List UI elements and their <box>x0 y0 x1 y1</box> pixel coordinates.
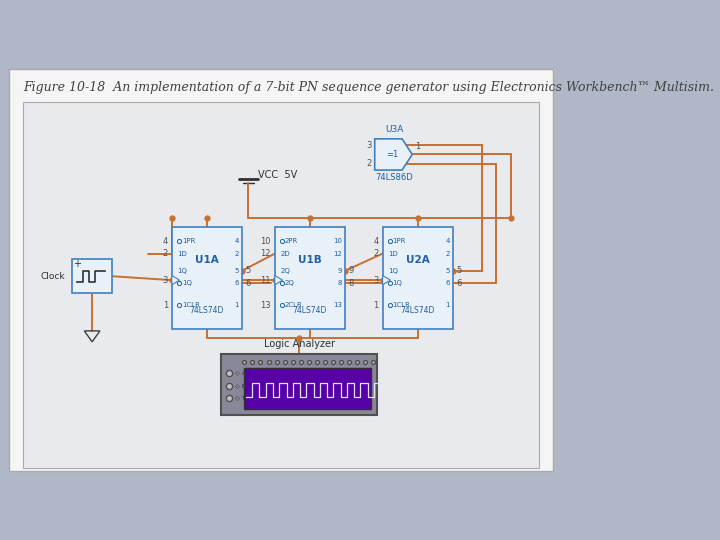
Text: 8: 8 <box>348 279 354 288</box>
Text: 5: 5 <box>245 266 251 275</box>
Polygon shape <box>275 275 283 285</box>
Polygon shape <box>374 139 413 170</box>
Text: ◇ T: ◇ T <box>235 395 246 401</box>
Text: 3: 3 <box>366 140 372 150</box>
Text: 1Q: 1Q <box>392 280 402 286</box>
Text: 2: 2 <box>445 251 450 256</box>
Text: Figure 10-18  An implementation of a 7-bit PN sequence generator using Electroni: Figure 10-18 An implementation of a 7-bi… <box>24 81 714 94</box>
Text: U2A: U2A <box>406 254 430 265</box>
Text: 1Q: 1Q <box>177 268 187 274</box>
Text: 6: 6 <box>245 279 251 288</box>
Bar <box>382 227 453 328</box>
Text: 1Q: 1Q <box>388 268 398 274</box>
Text: 1: 1 <box>374 301 379 309</box>
Text: 2: 2 <box>374 249 379 258</box>
Text: 13: 13 <box>333 302 342 308</box>
Text: 6: 6 <box>456 279 462 288</box>
Text: 4: 4 <box>235 238 239 244</box>
Text: 1CLR: 1CLR <box>392 302 410 308</box>
Text: U1B: U1B <box>298 254 322 265</box>
Text: ◇ B: ◇ B <box>235 383 246 388</box>
Text: 1PR: 1PR <box>182 238 195 244</box>
Bar <box>72 259 112 293</box>
Text: 3: 3 <box>373 275 379 285</box>
Text: 12: 12 <box>261 249 271 258</box>
Text: VCC  5V: VCC 5V <box>258 170 297 180</box>
Bar <box>172 227 242 328</box>
Bar <box>244 368 371 409</box>
Text: 4: 4 <box>445 238 450 244</box>
Text: 1CLR: 1CLR <box>182 302 199 308</box>
Text: 3: 3 <box>163 275 168 285</box>
Text: ◇ A: ◇ A <box>235 370 246 375</box>
Text: 2Q: 2Q <box>280 268 290 274</box>
Text: 1: 1 <box>415 142 420 151</box>
Text: 4: 4 <box>163 237 168 246</box>
Text: 1D: 1D <box>388 251 397 256</box>
Text: Clock: Clock <box>41 272 66 281</box>
Text: 74LS86D: 74LS86D <box>375 173 413 183</box>
Text: 1Q: 1Q <box>182 280 192 286</box>
Polygon shape <box>172 275 179 285</box>
Text: 1: 1 <box>445 302 450 308</box>
Text: 2: 2 <box>235 251 239 256</box>
Text: 8: 8 <box>338 280 342 286</box>
Text: U1A: U1A <box>195 254 219 265</box>
Text: 2PR: 2PR <box>285 238 298 244</box>
Text: 11: 11 <box>261 275 271 285</box>
Text: 74LS74D: 74LS74D <box>400 306 435 315</box>
Text: 1: 1 <box>163 301 168 309</box>
Text: 10: 10 <box>261 237 271 246</box>
Text: 13: 13 <box>260 301 271 309</box>
Text: 1PR: 1PR <box>392 238 406 244</box>
Text: 5: 5 <box>445 268 450 274</box>
Bar <box>24 102 539 468</box>
Text: Logic Analyzer: Logic Analyzer <box>264 339 335 349</box>
Text: 5: 5 <box>235 268 239 274</box>
Text: 74LS74D: 74LS74D <box>293 306 327 315</box>
Text: 2: 2 <box>366 159 372 168</box>
Bar <box>275 227 345 328</box>
Text: 12: 12 <box>333 251 342 256</box>
Text: =1: =1 <box>386 150 398 159</box>
Bar <box>221 354 377 415</box>
Text: 9: 9 <box>348 266 354 275</box>
Text: U3A: U3A <box>385 125 403 134</box>
Text: 5: 5 <box>456 266 462 275</box>
Text: 1D: 1D <box>177 251 187 256</box>
Polygon shape <box>382 275 390 285</box>
Text: 2: 2 <box>163 249 168 258</box>
Text: 6: 6 <box>445 280 450 286</box>
Text: 2Q: 2Q <box>285 280 294 286</box>
Text: +: + <box>73 259 81 269</box>
Text: 10: 10 <box>333 238 342 244</box>
Text: 74LS74D: 74LS74D <box>189 306 224 315</box>
Text: 4: 4 <box>374 237 379 246</box>
Text: 1: 1 <box>235 302 239 308</box>
Text: 2CLR: 2CLR <box>285 302 302 308</box>
Text: 6: 6 <box>235 280 239 286</box>
Text: 2D: 2D <box>280 251 290 256</box>
Text: 9: 9 <box>338 268 342 274</box>
